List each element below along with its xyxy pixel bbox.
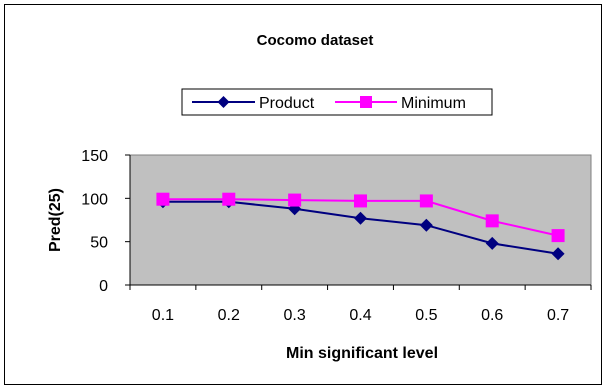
series-group	[156, 192, 565, 261]
data-point-minimum	[485, 214, 499, 228]
data-point-product	[354, 211, 367, 225]
x-axis-title: Min significant level	[286, 345, 438, 362]
legend-label-product: Product	[259, 95, 315, 112]
data-point-product	[485, 236, 499, 250]
x-tick-label: 0.1	[152, 307, 174, 324]
data-point-minimum	[354, 194, 367, 208]
legend: Product Minimum	[181, 88, 493, 116]
x-tick-label: 0.6	[481, 307, 503, 324]
y-axis-title: Pred(25)	[47, 188, 64, 252]
data-point-minimum	[419, 194, 433, 208]
data-point-product	[419, 218, 433, 232]
data-point-minimum	[222, 192, 236, 206]
x-tick-label: 0.4	[349, 307, 371, 324]
y-tick-label: 100	[81, 191, 108, 208]
y-tick-label: 150	[81, 148, 108, 165]
x-tick-label: 0.2	[218, 307, 240, 324]
data-point-minimum	[551, 229, 565, 243]
y-tick-label: 50	[90, 235, 108, 252]
y-axis-ticks: 0 50 100 150	[81, 148, 130, 295]
data-point-minimum	[288, 193, 302, 207]
x-axis-ticks: 0.1 0.2 0.3 0.4 0.5 0.6 0.7	[129, 285, 592, 324]
data-point-minimum	[156, 192, 170, 206]
chart-title: Cocomo dataset	[257, 32, 374, 49]
legend-marker-minimum	[360, 96, 372, 108]
y-tick-label: 0	[99, 278, 108, 295]
legend-label-minimum: Minimum	[401, 95, 466, 112]
x-tick-label: 0.5	[415, 307, 437, 324]
legend-marker-product	[217, 96, 230, 108]
x-tick-label: 0.3	[284, 307, 306, 324]
x-tick-label: 0.7	[547, 307, 569, 324]
data-point-product	[551, 247, 565, 261]
